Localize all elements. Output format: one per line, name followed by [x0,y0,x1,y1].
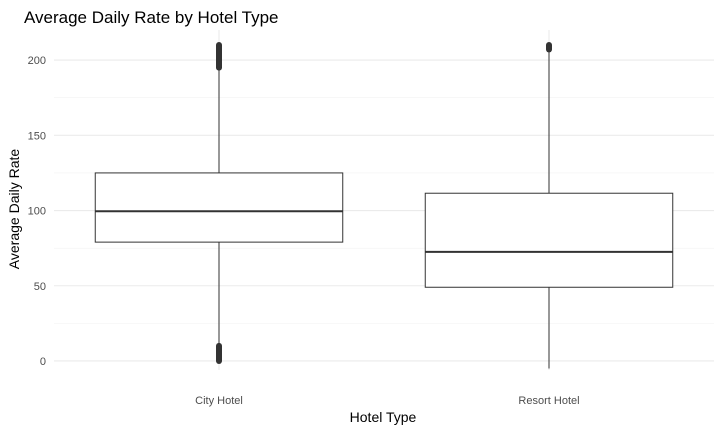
box-iqr [424,192,674,288]
x-ticks: City Hotel Resort Hotel [195,395,579,407]
y-tick-label: 50 [34,281,46,293]
x-tick-label: City Hotel [195,395,243,407]
y-tick-label: 150 [28,130,46,142]
chart-title: Average Daily Rate by Hotel Type [24,8,279,27]
y-tick-label: 100 [28,206,46,218]
box-iqr [94,172,344,243]
x-axis-title: Hotel Type [350,409,417,425]
y-axis-title: Average Daily Rate [6,149,22,270]
y-tick-label: 0 [40,356,46,368]
x-tick-label: Resort Hotel [518,395,579,407]
box-resort-hotel [424,42,674,369]
y-tick-label: 200 [28,55,46,67]
box-city-hotel [94,42,344,364]
boxes [94,42,674,369]
y-ticks: 0 50 100 150 200 [28,55,46,368]
